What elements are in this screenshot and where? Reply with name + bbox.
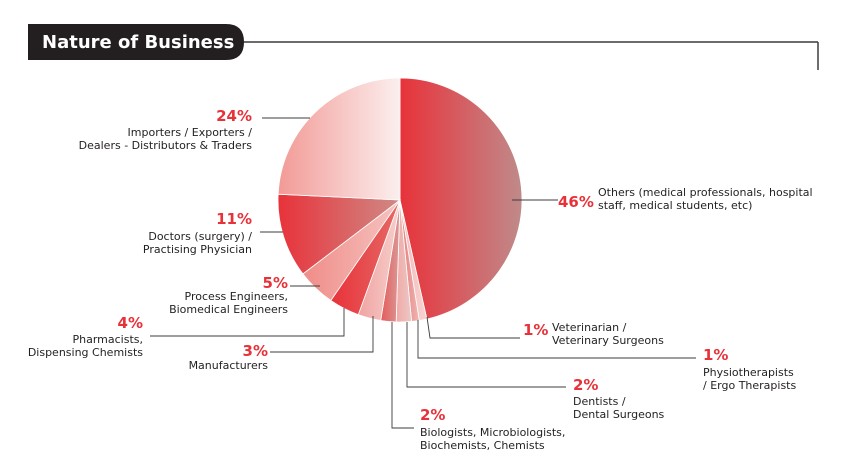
pie-slice-others (399, 77, 523, 320)
header: Nature of Business (28, 24, 819, 70)
pie-slice-importers (277, 77, 401, 201)
slice-label-doctors-line-1: Doctors (surgery) / (148, 230, 252, 243)
slice-label-veterinarian-line-2: Veterinary Surgeons (552, 334, 664, 347)
slice-label-importers-line-1: Importers / Exporters / (128, 126, 253, 139)
slice-label-importers-line-2: Dealers - Distributors & Traders (79, 139, 253, 152)
slice-label-engineers-line-2: Biomedical Engineers (169, 303, 288, 316)
slice-label-manufacturers-line-1: Manufacturers (189, 359, 269, 372)
slice-percent-veterinarian: 1% (523, 321, 548, 339)
slice-label-others-line-2: staff, medical students, etc) (598, 199, 752, 212)
slice-label-engineers-line-1: Process Engineers, (185, 290, 288, 303)
leader-line-dentists (406, 322, 566, 388)
leader-line-physio (417, 320, 696, 359)
slice-percent-dentists: 2% (573, 376, 598, 394)
slice-label-physio-line-1: Physiotherapists (703, 366, 794, 379)
slice-label-dentists-line-1: Dentists / (573, 395, 626, 408)
slice-percent-engineers: 5% (263, 274, 288, 292)
leader-line-veterinarian (426, 316, 520, 339)
slice-percent-manufacturers: 3% (243, 342, 268, 360)
slice-label-pharmacists-line-1: Pharmacists, (72, 333, 143, 346)
slice-label-biologists-line-2: Biochemists, Chemists (420, 439, 545, 452)
leader-lines (150, 117, 696, 429)
slice-percent-importers: 24% (216, 107, 252, 125)
pie-slice-doctors (277, 193, 402, 275)
pie (277, 77, 523, 323)
slice-percent-physio: 1% (703, 346, 728, 364)
slice-label-doctors-line-2: Practising Physician (143, 243, 252, 256)
slice-label-physio-line-2: / Ergo Therapists (703, 379, 796, 392)
slice-label-biologists-line-1: Biologists, Microbiologists, (420, 426, 565, 439)
leader-line-manufacturers (270, 316, 374, 353)
chart-title: Nature of Business (42, 32, 234, 53)
slice-label-pharmacists-line-2: Dispensing Chemists (28, 346, 143, 359)
slice-label-veterinarian-line-1: Veterinarian / (552, 321, 627, 334)
slice-percent-pharmacists: 4% (118, 314, 143, 332)
slice-label-dentists-line-2: Dental Surgeons (573, 408, 665, 421)
leader-line-biologists (391, 322, 414, 429)
slice-percent-biologists: 2% (420, 406, 445, 424)
slice-label-others-line-1: Others (medical professionals, hospital (598, 186, 813, 199)
title-banner (28, 24, 244, 60)
leader-line-pharmacists (150, 308, 345, 337)
slice-percent-others: 46% (558, 193, 594, 211)
slice-percent-doctors: 11% (216, 210, 252, 228)
slice-labels: 46% Others (medical professionals, hospit… (28, 107, 813, 452)
